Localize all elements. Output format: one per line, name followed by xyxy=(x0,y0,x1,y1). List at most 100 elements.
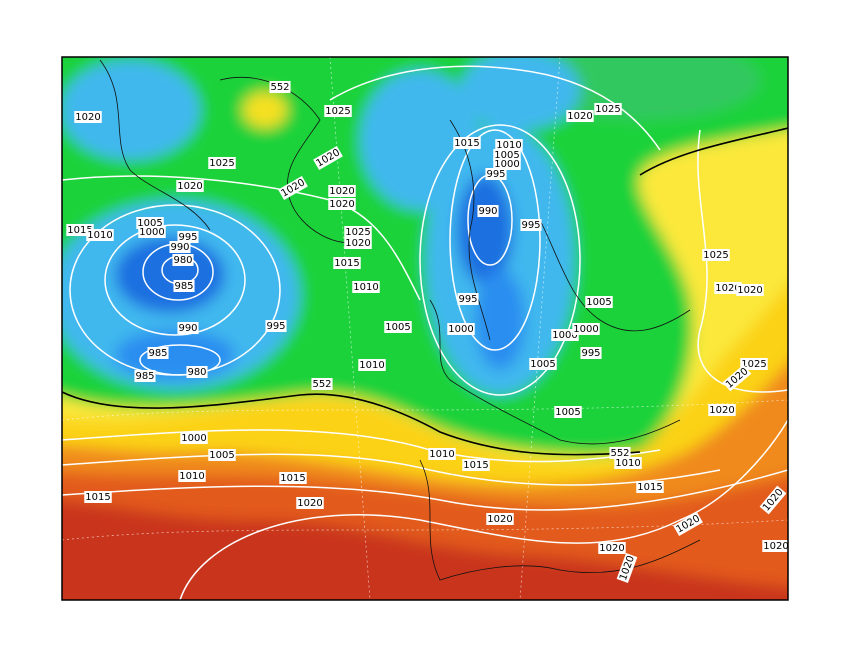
isobar-label: 1015 xyxy=(636,481,664,493)
isobar-value: 1020 xyxy=(709,405,734,416)
label-box xyxy=(447,323,475,335)
isobar-value: 1005 xyxy=(385,322,410,333)
isobar-label: 980 xyxy=(186,366,208,378)
contour-552 xyxy=(62,391,641,456)
isobar-value: 1010 xyxy=(429,449,454,460)
isobar-value: 1015 xyxy=(85,492,110,503)
label-box xyxy=(457,293,479,305)
isobar-value: 1015 xyxy=(637,482,662,493)
isobar-value: 1010 xyxy=(496,140,521,151)
isobar-value: 1020 xyxy=(329,199,354,210)
isobar-value: 980 xyxy=(173,255,192,266)
isobar-label: 1020 xyxy=(344,237,372,249)
label-box xyxy=(708,404,736,416)
isobar-label: 1000 xyxy=(551,329,579,341)
label-box xyxy=(138,226,166,238)
label-box xyxy=(614,457,642,469)
isobar-value: 1000 xyxy=(139,227,164,238)
isobar-value: 1025 xyxy=(345,227,370,238)
isobar-value: 985 xyxy=(174,281,193,292)
label-box xyxy=(74,111,102,123)
isobar-label: 1020 xyxy=(566,110,594,122)
label-box xyxy=(594,103,622,115)
label-box xyxy=(328,185,356,197)
label-box xyxy=(176,180,204,192)
isobar-label: 990 xyxy=(477,205,499,217)
isobar-label: 995 xyxy=(485,168,507,180)
label-box xyxy=(740,358,768,370)
isobar-label: 1015 xyxy=(84,491,112,503)
isobar-label: 985 xyxy=(147,347,169,359)
isobar-value: 1005 xyxy=(209,450,234,461)
isobar-value: 1010 xyxy=(359,360,384,371)
label-box xyxy=(384,321,412,333)
label-box xyxy=(485,168,507,180)
isobar-value: 1020 xyxy=(763,541,788,552)
isobar-label: 995 xyxy=(520,219,542,231)
isobar-value: 995 xyxy=(581,348,600,359)
isobar-value: 995 xyxy=(178,232,197,243)
isobar-label: 1015 xyxy=(279,472,307,484)
isobar-value: 1015 xyxy=(67,225,92,236)
label-box xyxy=(616,553,638,583)
label-box xyxy=(173,280,195,292)
isobar-value: 1025 xyxy=(703,250,728,261)
isobar-label: 1020 xyxy=(176,180,204,192)
label-box xyxy=(358,359,386,371)
isobar-label: 552 xyxy=(609,447,631,459)
label-box xyxy=(328,198,356,210)
isobar-label: 1020 xyxy=(598,542,626,554)
isobar-label: 1010 xyxy=(358,359,386,371)
label-box xyxy=(495,139,523,151)
isobar-label: 985 xyxy=(173,280,195,292)
label-box xyxy=(566,110,594,122)
isobar-label: 1000 xyxy=(447,323,475,335)
label-box xyxy=(493,158,521,170)
isobar-value: 1000 xyxy=(573,324,598,335)
label-box xyxy=(673,511,703,537)
label-box xyxy=(520,219,542,231)
isobar-label: 1020 xyxy=(328,198,356,210)
label-box xyxy=(84,491,112,503)
isobar-value: 1020 xyxy=(329,186,354,197)
isobar-value: 552 xyxy=(270,82,289,93)
label-box xyxy=(736,284,764,296)
isobar-value: 1015 xyxy=(280,473,305,484)
isobar-value: 1015 xyxy=(463,460,488,471)
isobars xyxy=(62,65,788,600)
label-box xyxy=(580,347,602,359)
label-box xyxy=(86,229,114,241)
label-box xyxy=(178,470,206,482)
label-box xyxy=(296,497,324,509)
isobar-value: 1020 xyxy=(737,285,762,296)
label-box xyxy=(172,254,194,266)
isobar-label: 1010 xyxy=(495,139,523,151)
isobar-label: 1025 xyxy=(208,157,236,169)
label-box xyxy=(609,447,631,459)
label-box xyxy=(186,366,208,378)
isobar-label: 1015 xyxy=(453,137,481,149)
isobar-value: 990 xyxy=(178,323,197,334)
isobar-label: 1005 xyxy=(384,321,412,333)
isobar-value: 1025 xyxy=(741,359,766,370)
isobar-value: 1020 xyxy=(715,283,740,294)
isobar-value: 995 xyxy=(458,294,477,305)
isobar-value: 1005 xyxy=(555,407,580,418)
isobar-value: 1015 xyxy=(334,258,359,269)
isobar-value: 1010 xyxy=(615,458,640,469)
isobar-label: 1010 xyxy=(614,457,642,469)
isobar-label: 1025 xyxy=(344,226,372,238)
isobar-value: 995 xyxy=(486,169,505,180)
isobar-value: 1010 xyxy=(87,230,112,241)
isobar-value: 980 xyxy=(187,367,206,378)
isobar-value: 1010 xyxy=(353,282,378,293)
isobar-value: 990 xyxy=(170,242,189,253)
label-box xyxy=(269,81,291,93)
label-box xyxy=(180,432,208,444)
isobar-label: 990 xyxy=(169,241,191,253)
label-box xyxy=(598,542,626,554)
isobar-value: 1005 xyxy=(586,297,611,308)
isobar-label: 1015 xyxy=(333,257,361,269)
label-box xyxy=(486,513,514,525)
